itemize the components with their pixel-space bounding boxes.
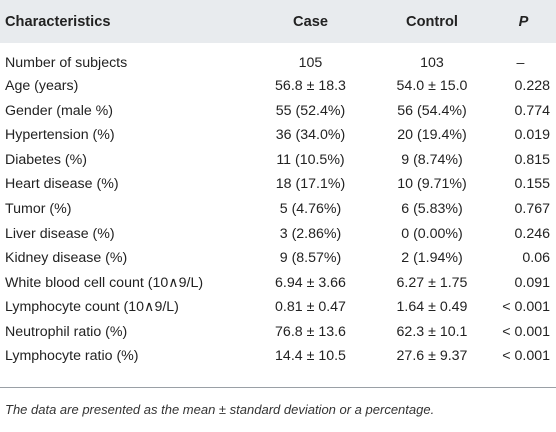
control-value: 2 (1.94%) — [401, 250, 463, 267]
p-value: 0.228 — [514, 78, 550, 95]
control-value: 20 (19.4%) — [397, 127, 467, 144]
control-value: 1.64 ± 0.49 — [396, 299, 468, 316]
table-row: Lymphocyte ratio (%) 14.4 ± 10.5 27.6 ± … — [0, 344, 556, 369]
table-row: Tumor (%) 5 (4.76%) 6 (5.83%) 0.767 — [0, 197, 556, 222]
characteristics-table: Characteristics Case Control P Number of… — [0, 0, 556, 369]
p-value: < 0.001 — [502, 348, 550, 365]
control-value: 56 (54.4%) — [397, 102, 467, 119]
case-value: 0.81 ± 0.47 — [275, 299, 346, 316]
table-row: White blood cell count (10∧9/L) 6.94 ± 3… — [0, 270, 556, 295]
table-row: Age (years) 56.8 ± 18.3 54.0 ± 15.0 0.22… — [0, 74, 556, 99]
p-value: 0.019 — [514, 127, 550, 144]
p-value: 0.767 — [514, 201, 550, 217]
row-label: Heart disease (%) — [5, 176, 119, 193]
table-row: Diabetes (%) 11 (10.5%) 9 (8.74%) 0.815 — [0, 148, 556, 173]
row-label: Lymphocyte count (10∧9/L) — [5, 299, 179, 316]
p-value: 0.815 — [514, 151, 550, 168]
control-value: 6 (5.83%) — [401, 201, 463, 217]
case-value: 6.94 ± 3.66 — [275, 274, 346, 291]
row-label: Kidney disease (%) — [5, 250, 128, 267]
table-row: Kidney disease (%) 9 (8.57%) 2 (1.94%) 0… — [0, 246, 556, 271]
row-label: Liver disease (%) — [5, 225, 115, 242]
table-row: Gender (male %) 55 (52.4%) 56 (54.4%) 0.… — [0, 99, 556, 124]
control-value: 54.0 ± 15.0 — [396, 78, 468, 95]
p-value: 0.155 — [514, 176, 550, 193]
header-characteristics: Characteristics — [5, 13, 111, 30]
case-value: 36 (34.0%) — [275, 127, 346, 144]
p-value: 0.246 — [514, 225, 550, 242]
header-case: Case — [293, 13, 328, 30]
p-value: 0.06 — [522, 250, 550, 267]
header-row: Characteristics Case Control P — [0, 0, 556, 43]
control-value: 103 — [420, 55, 444, 71]
table-bottom-rule — [0, 387, 556, 388]
control-value: 10 (9.71%) — [397, 176, 467, 193]
row-label: Age (years) — [5, 78, 79, 95]
table-footnote: The data are presented as the mean ± sta… — [5, 402, 435, 417]
row-label: Tumor (%) — [5, 201, 72, 217]
p-value: 0.774 — [514, 102, 550, 119]
control-value: 0 (0.00%) — [401, 225, 463, 242]
table-row: Number of subjects 105 103 – — [0, 43, 556, 74]
case-value: 14.4 ± 10.5 — [275, 348, 346, 365]
row-label: Number of subjects — [5, 55, 128, 71]
control-value: 62.3 ± 10.1 — [396, 323, 468, 340]
table-row: Lymphocyte count (10∧9/L) 0.81 ± 0.47 1.… — [0, 295, 556, 320]
case-value: 76.8 ± 13.6 — [275, 323, 346, 340]
table-row: Hypertension (%) 36 (34.0%) 20 (19.4%) 0… — [0, 123, 556, 148]
table-row: Liver disease (%) 3 (2.86%) 0 (0.00%) 0.… — [0, 221, 556, 246]
case-value: 105 — [298, 55, 323, 71]
row-label: Gender (male %) — [5, 102, 114, 119]
row-label: Lymphocyte ratio (%) — [5, 348, 139, 365]
p-value: < 0.001 — [502, 323, 550, 340]
case-value: 18 (17.1%) — [275, 176, 346, 193]
control-value: 27.6 ± 9.37 — [396, 348, 468, 365]
row-label: Hypertension (%) — [5, 127, 115, 144]
header-control: Control — [406, 13, 458, 30]
case-value: 56.8 ± 18.3 — [275, 78, 346, 95]
p-value: – — [516, 55, 525, 71]
control-value: 6.27 ± 1.75 — [396, 274, 468, 291]
row-label: Neutrophil ratio (%) — [5, 323, 128, 340]
case-value: 11 (10.5%) — [276, 151, 345, 168]
p-value: 0.091 — [514, 274, 550, 291]
control-value: 9 (8.74%) — [401, 151, 463, 168]
table-row: Heart disease (%) 18 (17.1%) 10 (9.71%) … — [0, 172, 556, 197]
case-value: 3 (2.86%) — [279, 225, 342, 242]
header-p: P — [518, 13, 529, 30]
case-value: 9 (8.57%) — [279, 250, 342, 267]
row-label: Diabetes (%) — [5, 151, 88, 168]
p-value: < 0.001 — [502, 299, 550, 316]
case-value: 55 (52.4%) — [275, 102, 346, 119]
row-label: White blood cell count (10∧9/L) — [5, 274, 204, 291]
case-value: 5 (4.76%) — [279, 201, 342, 217]
table-row: Neutrophil ratio (%) 76.8 ± 13.6 62.3 ± … — [0, 319, 556, 344]
